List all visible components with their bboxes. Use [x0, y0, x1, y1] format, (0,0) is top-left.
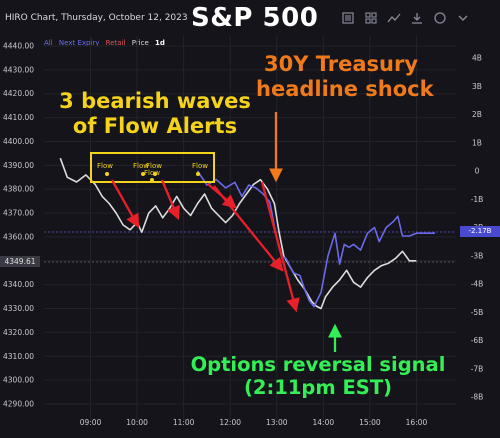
right-tick-label: 0 [475, 167, 480, 176]
x-tick-label: 12:00 [219, 418, 241, 427]
right-tick-label: 3B [472, 82, 482, 91]
annotation-waves-line2: of Flow Alerts [72, 113, 238, 138]
annotation-bearish-waves: 3 bearish waves of Flow Alerts [55, 89, 255, 139]
right-tick-label: 1B [472, 138, 482, 147]
annotation-treasury-line1: 30Y Treasury [263, 52, 419, 76]
left-tick-label: 4300.00 [3, 376, 34, 385]
legend-next-expiry[interactable]: Next Expiry [58, 39, 100, 47]
x-tick-label: 16:00 [406, 418, 428, 427]
flow-alert-label: Flow [192, 162, 208, 170]
right-tick-label: 4B [472, 54, 482, 63]
left-tick-label: 4340.00 [3, 280, 34, 289]
chart-legend: All Next Expiry Retail Price 1d [44, 39, 169, 47]
flow-alert-dot [153, 172, 157, 176]
left-tick-label: 4440.00 [3, 42, 34, 51]
left-tick-label: 4320.00 [3, 328, 34, 337]
legend-retail[interactable]: Retail [105, 39, 126, 47]
price-line [59, 157, 417, 310]
annotation-treasury-shock: 30Y Treasury headline shock [256, 52, 434, 102]
grid-icon[interactable] [364, 11, 378, 25]
flow-alert-dot [105, 172, 109, 176]
flow-alert-dot [196, 172, 200, 176]
current-price-tag: 4349.61 [0, 256, 40, 267]
next-expiry-line [196, 170, 436, 308]
x-tick-label: 15:00 [359, 418, 381, 427]
trend-icon[interactable] [387, 11, 401, 25]
right-tick-label: -1B [471, 195, 484, 204]
left-tick-label: 4390.00 [3, 161, 34, 170]
chart-title: HIRO Chart, Thursday, October 12, 2023 [5, 13, 188, 23]
flow-alert-label: Flow [97, 162, 113, 170]
flow-alert-dot [150, 178, 154, 182]
red-arrow [260, 181, 300, 313]
right-tick-label: -7B [471, 364, 484, 373]
right-tick-label: -5B [471, 308, 484, 317]
legend-all[interactable]: All [44, 39, 53, 47]
x-tick-label: 13:00 [266, 418, 288, 427]
x-tick-label: 10:00 [126, 418, 148, 427]
flow-alert-label: Flow [144, 169, 160, 177]
left-tick-label: 4370.00 [3, 209, 34, 218]
annotation-waves-line1: 3 bearish waves [59, 89, 251, 113]
annotation-options-line1: Options reversal signal [190, 353, 446, 376]
left-tick-label: 4310.00 [3, 352, 34, 361]
right-tick-label: -8B [471, 393, 484, 402]
annotation-treasury-line2: headline shock [256, 76, 434, 101]
left-tick-label: 4400.00 [3, 137, 34, 146]
left-tick-label: 4380.00 [3, 185, 34, 194]
red-arrow [160, 179, 180, 221]
download-icon[interactable] [410, 11, 424, 25]
x-tick-label: 11:00 [173, 418, 195, 427]
left-tick-label: 4290.00 [3, 400, 34, 409]
annotation-options-line2: (2:11pm EST) [243, 376, 393, 399]
list-icon[interactable] [341, 11, 355, 25]
right-tick-label: -3B [471, 251, 484, 260]
left-tick-label: 4420.00 [3, 89, 34, 98]
flow-alert-dot [141, 172, 145, 176]
flow-alerts-box [90, 152, 215, 183]
flow-alert-label: Flow [133, 162, 149, 170]
circle-icon[interactable] [433, 11, 447, 25]
right-tick-label: -6B [471, 336, 484, 345]
x-tick-label: 14:00 [313, 418, 335, 427]
red-arrow [110, 179, 140, 229]
left-tick-label: 4430.00 [3, 65, 34, 74]
annotation-options-reversal: Options reversal signal (2:11pm EST) [188, 353, 448, 399]
flow-alert-label: Flow [146, 162, 162, 170]
x-tick-label: 09:00 [80, 418, 102, 427]
legend-timeframe[interactable]: 1d [155, 39, 165, 47]
red-arrow [213, 185, 284, 272]
right-tick-label: 2B [472, 110, 482, 119]
left-tick-label: 4410.00 [3, 113, 34, 122]
left-tick-label: 4360.00 [3, 232, 34, 241]
chevron-down-icon[interactable] [456, 11, 470, 25]
legend-price[interactable]: Price [131, 39, 149, 47]
left-tick-label: 4330.00 [3, 304, 34, 313]
current-flow-tag: -2.17B [460, 226, 500, 237]
headline-label: S&P 500 [191, 3, 319, 33]
right-tick-label: -4B [471, 280, 484, 289]
